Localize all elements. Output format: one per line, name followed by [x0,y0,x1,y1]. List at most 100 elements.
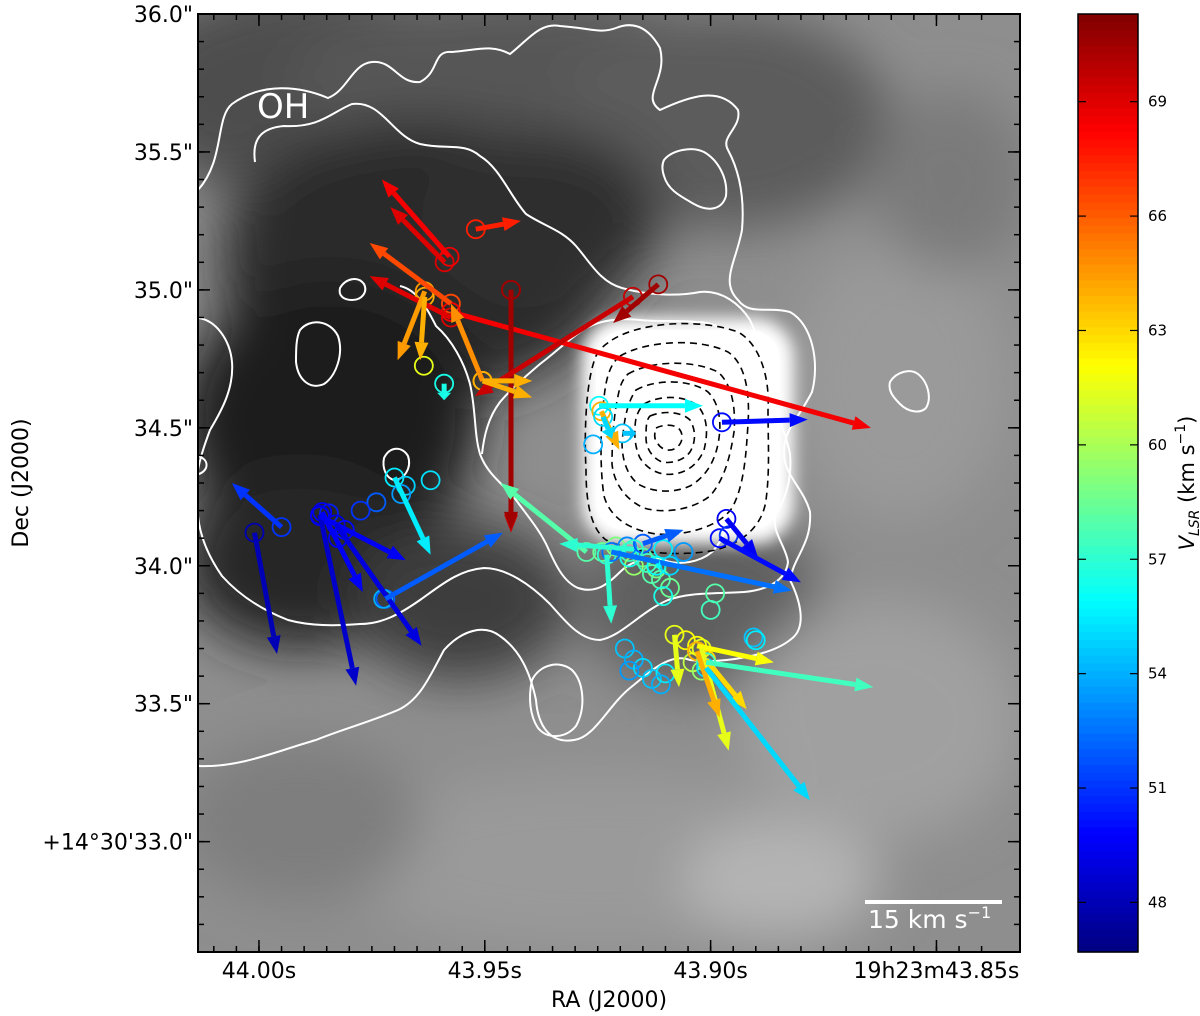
colorbar-step [1078,647,1138,656]
proper-motion-arrow [243,493,284,530]
proper-motion-arrowhead [416,535,431,555]
colorbar-step [1078,404,1138,414]
colorbar-step [1078,420,1138,429]
colorbar-step [1078,373,1138,382]
colorbar-tick-label: 66 [1148,207,1167,225]
contour-blob-right-edge [198,455,208,475]
colorbar-step [1078,92,1138,101]
maser-spot [420,470,441,491]
proper-motion-arrowhead [450,303,465,323]
proper-motion-arrow [382,251,453,306]
colorbar-step [1078,639,1138,648]
proper-motion-arrowhead [664,529,684,543]
proper-motion-arrowhead [231,483,250,501]
proper-motion-arrow [642,533,668,547]
proper-motion-arrowhead [772,579,792,594]
contour-blob-small1 [338,278,367,302]
proper-motion-arrow [450,309,855,426]
colorbar-step [1078,123,1138,132]
maser-spot [619,660,640,681]
species-annotation: OH [257,87,309,127]
colorbar-frame [1077,13,1139,953]
colorbar-step [1078,654,1138,664]
colorbar-tick-label: 54 [1148,665,1167,683]
proper-motion-arrow [604,554,613,606]
colorbar-step [1078,772,1138,781]
colorbar-step [1078,717,1138,726]
y-tick-label: 34.0" [134,555,193,580]
y-tick-label: 35.0" [134,279,193,304]
x-tick-label: 44.00s [222,959,296,984]
proper-motion-arrows [231,179,874,801]
proper-motion-arrow [481,378,516,395]
colorbar-step [1078,850,1138,859]
proper-motion-arrow [391,191,452,259]
proper-motion-arrowhead [345,666,360,686]
colorbar-step [1078,905,1138,914]
colorbar-step [1078,84,1138,93]
proper-motion-arrow [600,415,611,430]
colorbar-step [1078,76,1138,85]
contour-inner-west [198,317,234,471]
proper-motion-arrow [577,542,635,552]
colorbar-step [1078,107,1138,117]
colorbar-label-units: (km s [1175,444,1199,509]
colorbar-step [1078,459,1138,468]
colorbar-step [1078,451,1138,461]
y-tick-label: 34.5" [134,417,193,442]
colorbar-label-sup: −1 [1173,424,1189,445]
colorbar-step [1078,381,1138,390]
proper-motion-arrowhead [601,426,615,439]
proper-motion-arrow [694,650,717,702]
colorbar-label-close: ) [1175,416,1199,424]
colorbar-step [1078,193,1138,203]
colorbar-step [1078,131,1138,140]
x-tick-label: 19h23m43.85s [854,959,1020,984]
scale-bar-exponent: −1 [968,903,992,922]
maser-spot [350,500,371,521]
colorbar-step [1078,678,1138,687]
colorbar-step [1078,670,1138,680]
colorbar-step [1078,873,1138,883]
proper-motion-arrow [401,218,447,265]
colorbar-step [1078,545,1138,554]
proper-motion-arrowhead [754,651,774,666]
colorbar-step [1078,576,1138,586]
proper-motion-arrow [475,221,504,232]
colorbar-tick-label: 57 [1148,550,1167,568]
colorbar-step [1078,37,1138,46]
colorbar-step [1078,834,1138,844]
colorbar-step [1078,334,1138,343]
colorbar-step [1078,287,1138,296]
colorbar-step [1078,756,1138,765]
colorbar-step [1078,99,1138,109]
proper-motion-arrowhead [381,179,399,198]
colorbar-step [1078,185,1138,195]
colorbar-step [1078,920,1138,930]
colorbar-step [1078,303,1138,312]
colorbar-step [1078,240,1138,250]
proper-motion-arrowhead [390,207,409,225]
colorbar-step [1078,68,1138,78]
colorbar-step [1078,115,1138,125]
colorbar-step [1078,553,1138,562]
colorbar-step [1078,326,1138,336]
colorbar-tick-label: 60 [1148,436,1167,454]
colorbar-step [1078,365,1138,375]
colorbar-step [1078,826,1138,836]
colorbar-step [1078,467,1138,476]
colorbar-step [1078,795,1138,805]
maser-spot [653,586,674,607]
colorbar-step [1078,475,1138,484]
colorbar-step [1078,740,1138,750]
colorbar-step [1078,733,1138,742]
proper-motion-arrow [392,476,426,540]
colorbar-step [1078,225,1138,234]
contour-blob-east [888,370,930,413]
y-axis-label: Dec (J2000) [9,418,34,547]
colorbar-step [1078,397,1138,406]
colorbar-step [1078,60,1138,70]
proper-motion-arrow [384,539,489,602]
y-tick-label: 33.5" [134,693,193,718]
